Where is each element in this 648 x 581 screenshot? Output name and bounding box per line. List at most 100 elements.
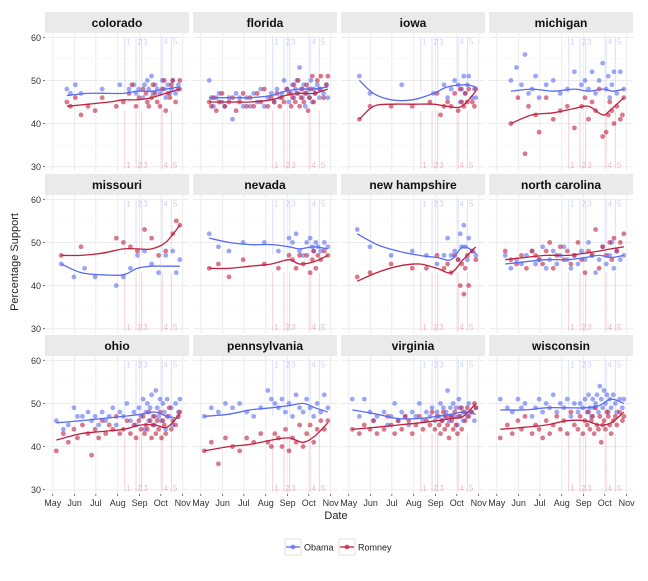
- poll-point-obama: [621, 86, 627, 92]
- poll-point-obama: [223, 401, 228, 406]
- poll-point-romney: [580, 431, 586, 437]
- poll-point-romney: [603, 129, 609, 135]
- facet-title: pennsylvania: [227, 339, 303, 353]
- poll-point-romney: [395, 418, 401, 424]
- poll-point-romney: [611, 235, 617, 241]
- poll-point-obama: [230, 116, 235, 122]
- event-marker-label-obama: 1: [422, 360, 427, 369]
- poll-point-romney: [92, 426, 98, 432]
- poll-point-romney: [304, 252, 310, 258]
- poll-point-obama: [82, 265, 87, 271]
- poll-point-obama: [440, 405, 446, 411]
- poll-point-romney: [354, 274, 360, 280]
- poll-point-romney: [424, 265, 429, 271]
- poll-point-obama: [617, 69, 623, 75]
- poll-point-romney: [152, 413, 157, 419]
- event-marker-label-obama: 2: [582, 199, 587, 208]
- poll-point-romney: [233, 108, 239, 114]
- poll-point-obama: [540, 409, 546, 415]
- poll-point-obama: [456, 396, 462, 402]
- trend-line-obama: [66, 86, 180, 97]
- event-marker-label-obama: 1: [126, 199, 131, 208]
- trend-line-romney: [505, 246, 624, 261]
- event-marker-label-obama: 5: [469, 360, 474, 369]
- poll-point-romney: [106, 422, 112, 428]
- poll-point-romney: [265, 103, 271, 109]
- poll-point-obama: [297, 248, 302, 254]
- event-marker-label-romney: 1: [422, 323, 427, 332]
- poll-point-obama: [92, 274, 98, 280]
- poll-point-romney: [449, 418, 455, 424]
- poll-point-romney: [522, 151, 528, 157]
- poll-point-obama: [399, 82, 405, 88]
- x-tick-label: Sep: [576, 498, 592, 508]
- poll-point-romney: [459, 99, 465, 105]
- poll-point-obama: [80, 413, 85, 419]
- poll-point-romney: [297, 422, 302, 428]
- poll-point-obama: [325, 405, 331, 411]
- poll-point-obama: [381, 409, 387, 415]
- facet-title: missouri: [92, 178, 142, 192]
- poll-point-obama: [621, 252, 627, 258]
- poll-point-romney: [120, 99, 126, 105]
- facet-strip: [341, 174, 485, 195]
- poll-point-obama: [598, 396, 604, 402]
- legend-label-romney: Romney: [358, 543, 392, 553]
- poll-point-romney: [286, 252, 292, 258]
- poll-point-romney: [85, 103, 91, 109]
- legend-label-obama: Obama: [304, 543, 334, 553]
- event-marker-label-romney: 1: [570, 484, 575, 493]
- poll-point-romney: [529, 248, 535, 254]
- poll-point-romney: [295, 78, 301, 83]
- poll-point-romney: [550, 116, 556, 122]
- poll-point-obama: [240, 103, 246, 109]
- event-marker-label-obama: 5: [321, 199, 326, 208]
- poll-point-obama: [557, 90, 563, 96]
- event-marker-label-romney: 5: [469, 484, 474, 493]
- trend-line-romney: [358, 90, 477, 120]
- poll-point-romney: [564, 248, 570, 254]
- event-marker-label-romney: 5: [617, 161, 622, 170]
- event-marker-label-obama: 3: [439, 360, 444, 369]
- event-marker-label-obama: 4: [164, 199, 169, 208]
- poll-point-romney: [135, 248, 140, 254]
- poll-point-romney: [473, 257, 479, 263]
- poll-point-obama: [173, 401, 178, 406]
- poll-point-obama: [392, 401, 398, 406]
- poll-point-obama: [201, 413, 207, 419]
- poll-point-obama: [522, 52, 528, 57]
- poll-point-romney: [254, 90, 260, 96]
- poll-point-obama: [290, 240, 295, 245]
- poll-point-obama: [572, 401, 577, 406]
- poll-point-romney: [367, 270, 373, 276]
- poll-point-obama: [514, 65, 519, 70]
- poll-point-romney: [208, 439, 214, 445]
- poll-point-romney: [617, 116, 623, 122]
- facet-strip: [341, 335, 485, 356]
- x-tick-label: Sep: [428, 498, 444, 508]
- poll-point-romney: [244, 103, 250, 109]
- poll-point-obama: [161, 409, 167, 415]
- event-marker-label-obama: 5: [321, 360, 326, 369]
- poll-point-romney: [291, 82, 297, 88]
- poll-point-romney: [170, 78, 176, 83]
- event-marker-label-obama: 2: [138, 360, 143, 369]
- event-marker-label-obama: 2: [286, 199, 291, 208]
- poll-point-obama: [450, 401, 456, 406]
- trend-line-romney: [209, 88, 328, 103]
- poll-point-romney: [388, 261, 394, 267]
- poll-point-obama: [128, 418, 133, 424]
- poll-point-romney: [564, 103, 570, 109]
- poll-point-obama: [557, 401, 563, 406]
- y-tick-label: 50: [31, 238, 41, 248]
- poll-point-obama: [596, 257, 602, 263]
- poll-point-obama: [272, 401, 278, 406]
- facet-strip: [489, 12, 633, 33]
- poll-point-obama: [135, 252, 140, 258]
- poll-point-obama: [533, 73, 538, 79]
- poll-point-obama: [233, 90, 239, 96]
- poll-point-obama: [173, 270, 179, 276]
- poll-point-romney: [614, 422, 620, 428]
- event-marker-label-obama: 1: [274, 360, 279, 369]
